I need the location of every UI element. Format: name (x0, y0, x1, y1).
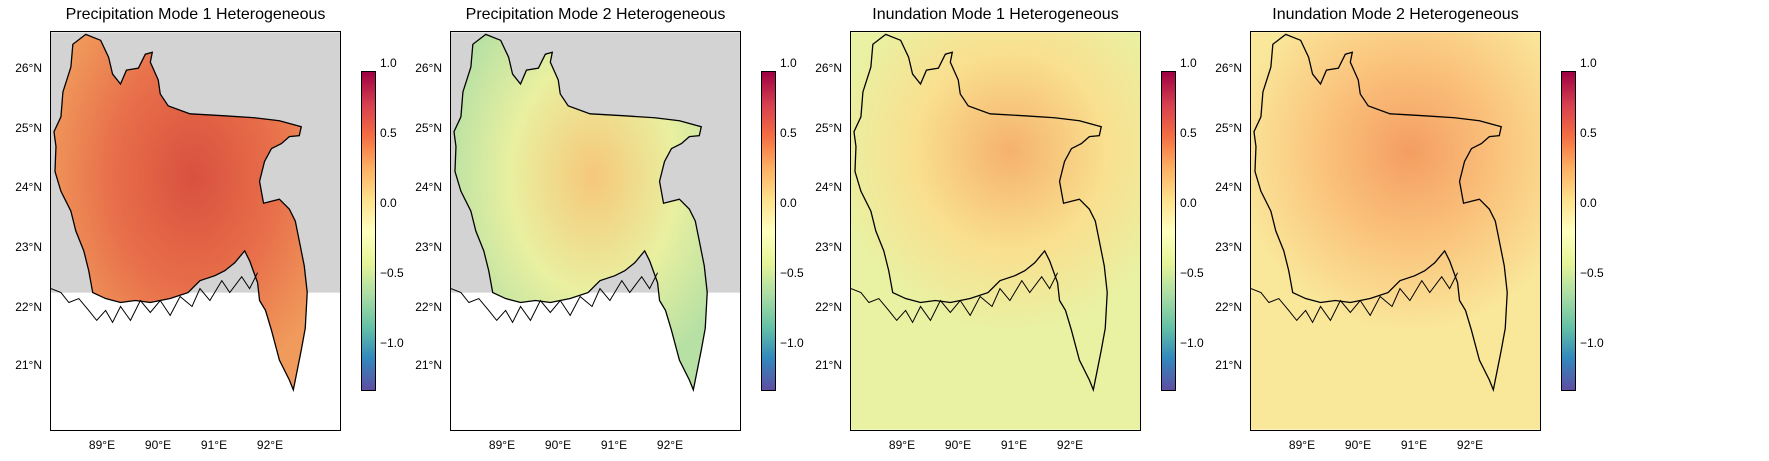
map-frame (850, 31, 1141, 431)
longitude-tick-label: 89°E (1288, 438, 1316, 452)
latitude-tick-label: 25°N (415, 121, 442, 135)
map-panel: Precipitation Mode 1 Heterogeneous 26°N 25… (0, 0, 430, 461)
colorbar-tick-label: −0.5 (780, 266, 804, 280)
latitude-tick-label: 25°N (15, 121, 42, 135)
colorbar-tick-label: 1.0 (780, 56, 797, 70)
panel-title: Inundation Mode 1 Heterogeneous (872, 6, 1119, 23)
coastline (1251, 272, 1459, 324)
map-panel: Inundation Mode 1 Heterogeneous 26°N 25°N 2… (800, 0, 1230, 461)
latitude-tick-label: 21°N (15, 358, 42, 372)
latitude-tick-label: 25°N (1215, 121, 1242, 135)
colorbar (361, 71, 376, 391)
latitude-tick-label: 23°N (15, 240, 42, 254)
latitude-tick-label: 21°N (815, 358, 842, 372)
panel-title: Precipitation Mode 2 Heterogeneous (465, 6, 726, 23)
colorbar-tick-label: 1.0 (380, 56, 397, 70)
latitude-tick-label: 26°N (15, 61, 42, 75)
country-outline (53, 33, 308, 393)
data-field-gradient (1251, 32, 1540, 331)
latitude-tick-label: 24°N (415, 180, 442, 194)
coastline (451, 272, 659, 324)
latitude-tick-label: 24°N (15, 180, 42, 194)
longitude-tick-label: 91°E (1400, 438, 1428, 452)
colorbar-tick-label: 0.5 (1580, 126, 1597, 140)
map-svg (1251, 32, 1540, 430)
latitude-tick-label: 23°N (415, 240, 442, 254)
longitude-tick-label: 89°E (888, 438, 916, 452)
sea-area (451, 292, 740, 430)
map-frame (450, 31, 741, 431)
longitude-tick-label: 91°E (600, 438, 628, 452)
latitude-tick-label: 25°N (815, 121, 842, 135)
colorbar-tick-label: 0.0 (1180, 196, 1197, 210)
longitude-tick-label: 90°E (1344, 438, 1372, 452)
latitude-tick-label: 22°N (15, 300, 42, 314)
colorbar (761, 71, 776, 391)
colorbar-tick-label: −0.5 (1580, 266, 1604, 280)
map-svg (851, 32, 1140, 430)
colorbar-tick-label: −1.0 (780, 336, 804, 350)
panel-title: Inundation Mode 2 Heterogeneous (1272, 6, 1519, 23)
map-svg (51, 32, 340, 430)
country-outline (853, 33, 1108, 393)
longitude-tick-label: 92°E (656, 438, 684, 452)
colorbar-tick-label: 0.5 (380, 126, 397, 140)
longitude-tick-label: 90°E (944, 438, 972, 452)
latitude-tick-label: 26°N (1215, 61, 1242, 75)
longitude-tick-label: 92°E (1456, 438, 1484, 452)
data-field-gradient (851, 32, 1140, 331)
latitude-tick-label: 26°N (415, 61, 442, 75)
longitude-tick-label: 91°E (1000, 438, 1028, 452)
panel-title: Precipitation Mode 1 Heterogeneous (65, 6, 326, 23)
latitude-tick-label: 24°N (1215, 180, 1242, 194)
longitude-tick-label: 91°E (200, 438, 228, 452)
country-outline (1253, 33, 1508, 393)
latitude-tick-label: 23°N (815, 240, 842, 254)
map-frame (50, 31, 341, 431)
latitude-tick-label: 21°N (415, 358, 442, 372)
map-frame (1250, 31, 1541, 431)
coastline (51, 272, 259, 324)
longitude-tick-label: 90°E (544, 438, 572, 452)
longitude-tick-label: 89°E (488, 438, 516, 452)
map-panel: Precipitation Mode 2 Heterogeneous 26°N 25… (400, 0, 830, 461)
colorbar-tick-label: 0.5 (780, 126, 797, 140)
colorbar-tick-label: 1.0 (1180, 56, 1197, 70)
sea-area (51, 292, 340, 430)
latitude-tick-label: 22°N (415, 300, 442, 314)
longitude-tick-label: 89°E (88, 438, 116, 452)
colorbar-tick-label: −0.5 (1180, 266, 1204, 280)
latitude-tick-label: 26°N (815, 61, 842, 75)
colorbar-tick-label: 0.5 (1180, 126, 1197, 140)
colorbar-tick-label: −1.0 (1580, 336, 1604, 350)
colorbar (1161, 71, 1176, 391)
longitude-tick-label: 92°E (1056, 438, 1084, 452)
colorbar-tick-label: 0.0 (380, 196, 397, 210)
map-panel: Inundation Mode 2 Heterogeneous 26°N 25°N 2… (1200, 0, 1630, 461)
longitude-tick-label: 90°E (144, 438, 172, 452)
colorbar-tick-label: 1.0 (1580, 56, 1597, 70)
colorbar-tick-label: −1.0 (380, 336, 404, 350)
latitude-tick-label: 22°N (1215, 300, 1242, 314)
colorbar-tick-label: −1.0 (1180, 336, 1204, 350)
latitude-tick-label: 21°N (1215, 358, 1242, 372)
latitude-tick-label: 22°N (815, 300, 842, 314)
colorbar-tick-label: −0.5 (380, 266, 404, 280)
latitude-tick-label: 24°N (815, 180, 842, 194)
map-svg (451, 32, 740, 430)
colorbar-tick-label: 0.0 (780, 196, 797, 210)
coastline (851, 272, 1059, 324)
longitude-tick-label: 92°E (256, 438, 284, 452)
colorbar (1561, 71, 1576, 391)
country-outline (453, 33, 708, 393)
latitude-tick-label: 23°N (1215, 240, 1242, 254)
colorbar-tick-label: 0.0 (1580, 196, 1597, 210)
